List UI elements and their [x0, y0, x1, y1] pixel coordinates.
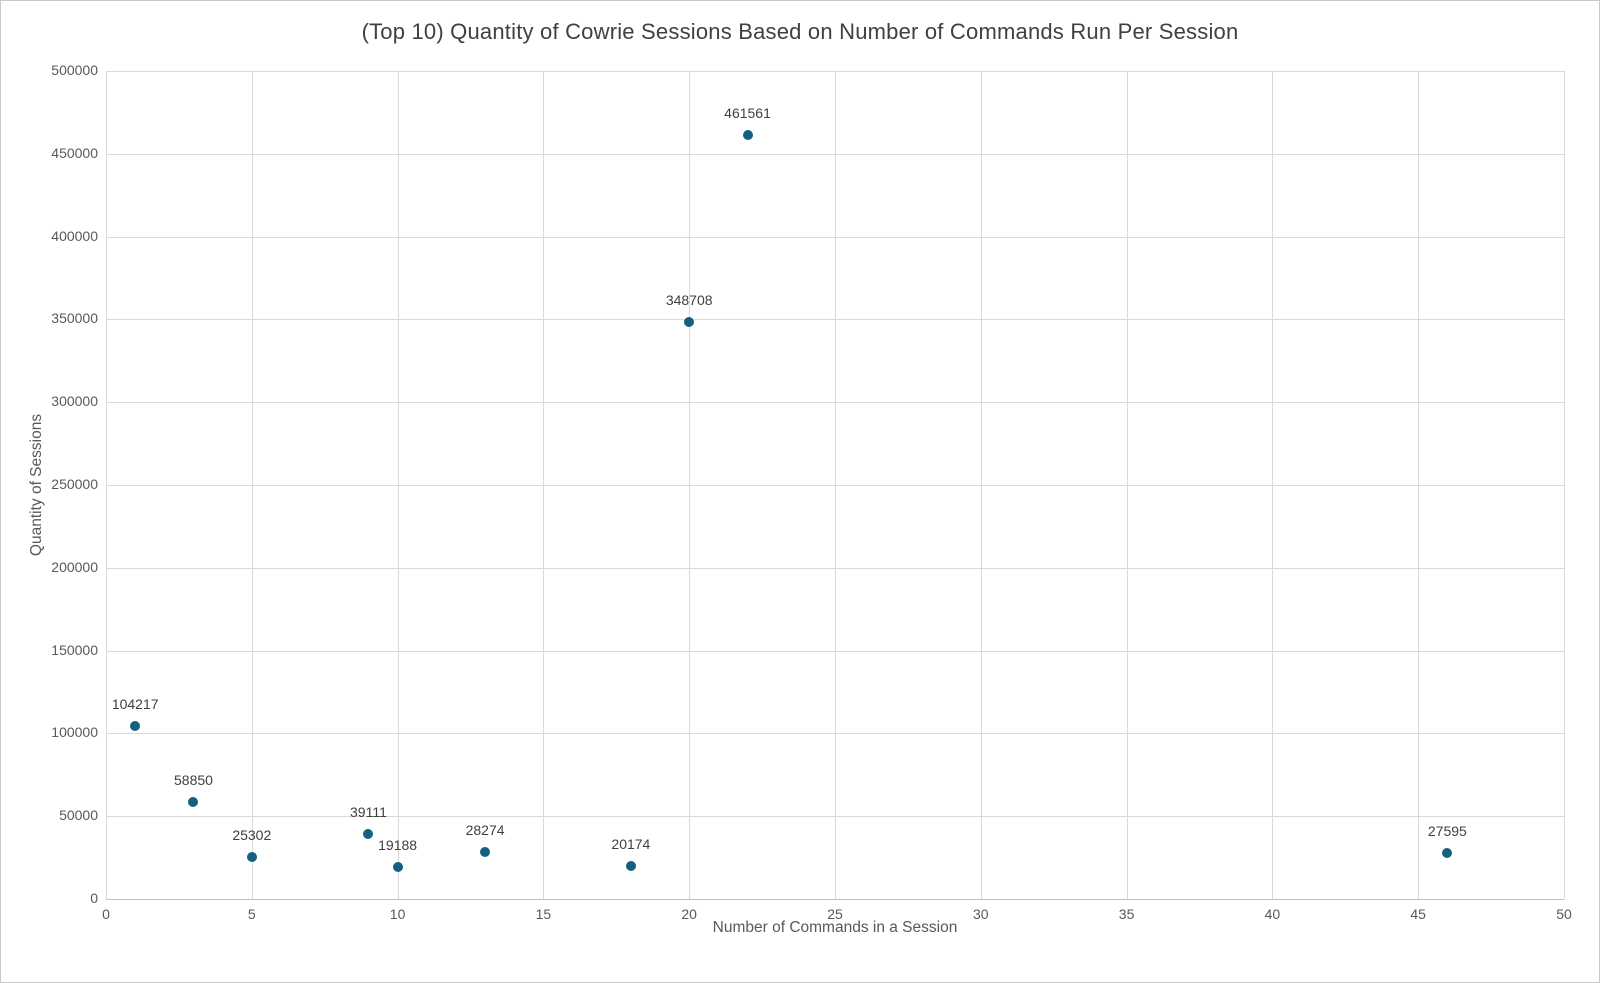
y-tick-label: 350000: [51, 310, 98, 327]
data-point-label: 27595: [1427, 823, 1467, 840]
x-tick-label: 30: [973, 906, 989, 922]
gridline-horizontal: [106, 319, 1564, 320]
gridline-horizontal: [106, 816, 1564, 817]
gridline-horizontal: [106, 733, 1564, 734]
x-axis-title: Number of Commands in a Session: [712, 919, 958, 936]
data-point: [130, 721, 141, 732]
y-tick-label: 450000: [51, 144, 98, 161]
data-point-label: 19188: [378, 837, 418, 854]
chart-title: (Top 10) Quantity of Cowrie Sessions Bas…: [361, 19, 1239, 44]
data-point: [363, 829, 374, 840]
y-tick-label: 0: [90, 890, 98, 906]
x-tick-label: 10: [389, 906, 406, 922]
data-point-label: 39111: [350, 804, 387, 821]
data-point: [392, 862, 403, 873]
data-point: [188, 796, 199, 807]
x-tick-label: 45: [1410, 906, 1426, 922]
gridline-horizontal: [106, 651, 1564, 652]
y-tick-label: 200000: [51, 558, 98, 575]
x-tick-label: 40: [1264, 906, 1281, 922]
data-point-label: 104217: [111, 696, 159, 713]
data-point: [684, 316, 695, 327]
plot-area: 0 5 10 15 20 25 30 35 40 45 50 0 50000 100000 150000 20…: [51, 62, 1572, 922]
x-tick-label: 50: [1556, 906, 1572, 922]
data-point: [246, 852, 257, 863]
y-tick-label: 100000: [51, 724, 98, 741]
y-axis-title: Quantity of Sessions: [28, 413, 45, 557]
x-tick-label: 25: [827, 906, 843, 922]
data-point: [625, 860, 636, 871]
data-point-label: 348708: [665, 291, 713, 308]
data-point: [742, 129, 753, 140]
y-tick-label: 400000: [51, 227, 98, 244]
data-point-label: 28274: [465, 822, 505, 839]
y-tick-label: 300000: [51, 393, 98, 410]
gridline-horizontal: [106, 71, 1564, 72]
data-point-label: 20174: [611, 835, 651, 852]
y-tick-label: 150000: [51, 641, 98, 658]
y-tick-label: 50000: [59, 807, 98, 824]
gridline-horizontal: [106, 402, 1564, 403]
data-point-label: 58850: [174, 771, 213, 788]
x-tick-label: 0: [102, 906, 110, 922]
x-tick-label: 15: [535, 906, 552, 922]
x-axis-line: [106, 899, 1564, 900]
data-point-label: 25302: [232, 827, 272, 844]
gridline-vertical: [1564, 71, 1565, 899]
x-tick-label: 35: [1118, 906, 1135, 922]
gridline-horizontal: [106, 485, 1564, 486]
gridline-horizontal: [106, 237, 1564, 238]
x-tick-label: 20: [681, 906, 697, 922]
y-tick-label: 250000: [51, 476, 98, 492]
data-point: [1442, 848, 1453, 859]
gridline-horizontal: [106, 154, 1564, 155]
gridline-horizontal: [106, 568, 1564, 569]
data-point: [480, 847, 491, 858]
data-point-label: 461561: [724, 104, 771, 121]
x-tick-label: 5: [247, 906, 256, 922]
y-tick-label: 500000: [51, 62, 98, 78]
